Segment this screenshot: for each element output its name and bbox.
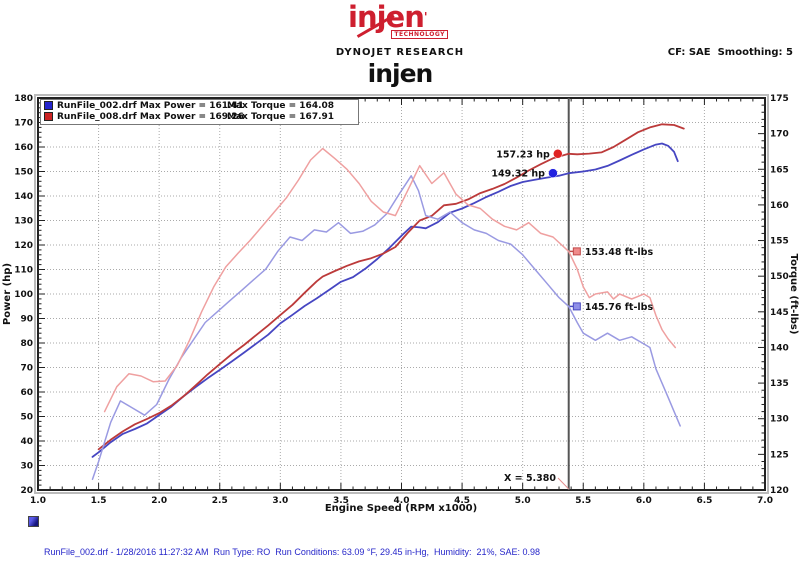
logo-trademark: ' [423,10,428,24]
y-right-tick-label: 125 [770,450,789,460]
legend-file-run008: RunFile_008.drf [57,111,137,122]
y-right-tick-label: 120 [770,486,789,496]
x-axis-title: Engine Speed (RPM x1000) [325,503,477,514]
legend-maxpower-run002: Max Power = 161.41 [139,100,244,111]
y-left-tick-label: 20 [20,486,33,496]
x-tick-label: 4.5 [454,496,470,506]
y-left-tick-label: 100 [14,290,33,300]
y-right-tick-label: 170 [770,130,789,140]
y-left-tick-label: 150 [14,168,33,178]
y-right-tick-label: 155 [770,237,789,247]
power-cursor-marker [548,168,558,178]
y-left-tick-label: 70 [20,364,33,374]
x-tick-label: 1.5 [91,496,107,506]
x-tick-label: 7.0 [757,496,773,506]
cursor-label-connector [557,477,570,490]
torque-run008-curve [103,147,677,413]
plot-outer-frame [34,94,769,494]
legend-maxpower-run008: Max Power = 169.26 [139,111,244,122]
x-tick-label: 3.0 [272,496,288,506]
y-right-tick-label: 160 [770,201,789,211]
x-tick-label: 6.0 [636,496,652,506]
run002-conditions: RunFile_002.drf - 1/28/2016 11:27:32 AM … [44,547,541,557]
y-left-tick-label: 40 [20,437,33,447]
x-tick-label: 1.0 [30,496,46,506]
x-tick-label: 2.5 [212,496,228,506]
x-tick-label: 6.5 [696,496,712,506]
power-cursor-label: 149.32 hp [491,169,545,180]
torque-run002-curve [91,175,681,481]
run-details-footer: RunFile_002.drf - 1/28/2016 11:27:32 AM … [28,514,540,581]
power-cursor-marker [553,149,563,159]
legend-maxtorque-run002: Max Torque = 164.08 [227,100,335,111]
legend-file-run002: RunFile_002.drf [57,100,137,111]
legend-swatch-blue [44,101,53,110]
torque-cursor-marker [572,247,581,256]
y-right-tick-label: 150 [770,272,789,282]
y-left-axis-title: Power (hp) [2,263,13,325]
y-right-tick-label: 135 [770,379,789,389]
y-left-tick-label: 140 [14,192,33,202]
y-left-tick-label: 170 [14,119,33,129]
power-run008-curve [97,123,685,451]
y-left-tick-label: 130 [14,217,33,227]
x-tick-label: 5.5 [575,496,591,506]
chart-legend: RunFile_002.drf Max Power = 161.41 Max T… [40,99,359,125]
y-left-tick-label: 50 [20,413,33,423]
x-tick-label: 3.5 [333,496,349,506]
legend-swatch-red [44,112,53,121]
cursor-x-label: X = 5.380 [504,473,556,484]
legend-row-run008: RunFile_008.drf Max Power = 169.26 Max T… [41,111,358,122]
y-right-axis-title: Torque (ft-lbs) [788,254,799,335]
injen-technology-logo: injen' TECHNOLOGY [348,0,448,42]
y-left-tick-label: 160 [14,143,33,153]
correction-smoothing-label: CF: SAE Smoothing: 5 [667,47,793,58]
x-tick-label: 4.0 [394,496,410,506]
torque-cursor-label: 153.48 ft-lbs [585,247,654,258]
y-right-tick-label: 165 [770,165,789,175]
y-right-tick-label: 175 [770,94,789,104]
torque-cursor-marker [572,302,581,311]
y-left-tick-label: 110 [14,266,33,276]
run-detail-run002: RunFile_002.drf - 1/28/2016 11:27:32 AM … [28,514,540,581]
legend-row-run002: RunFile_002.drf Max Power = 161.41 Max T… [41,100,358,111]
x-tick-label: 2.0 [151,496,167,506]
run002-marker-icon [28,516,39,527]
y-right-tick-label: 130 [770,415,789,425]
logo-technology-label: TECHNOLOGY [391,30,448,39]
y-left-tick-label: 60 [20,388,33,398]
y-left-tick-label: 80 [20,339,33,349]
y-right-tick-label: 140 [770,343,789,353]
y-right-tick-label: 145 [770,308,789,318]
legend-maxtorque-run008: Max Torque = 167.91 [227,111,335,122]
y-left-tick-label: 120 [14,241,33,251]
x-tick-label: 5.0 [515,496,531,506]
y-left-tick-label: 180 [14,94,33,104]
power-run002-curve [91,142,679,458]
y-left-tick-label: 30 [20,462,33,472]
page-title: injen [367,59,434,88]
torque-cursor-label: 145.76 ft-lbs [585,302,654,313]
y-left-tick-label: 90 [20,315,33,325]
power-cursor-label: 157.23 hp [496,149,550,160]
dynojet-research-label: DYNOJET RESEARCH [335,47,465,58]
